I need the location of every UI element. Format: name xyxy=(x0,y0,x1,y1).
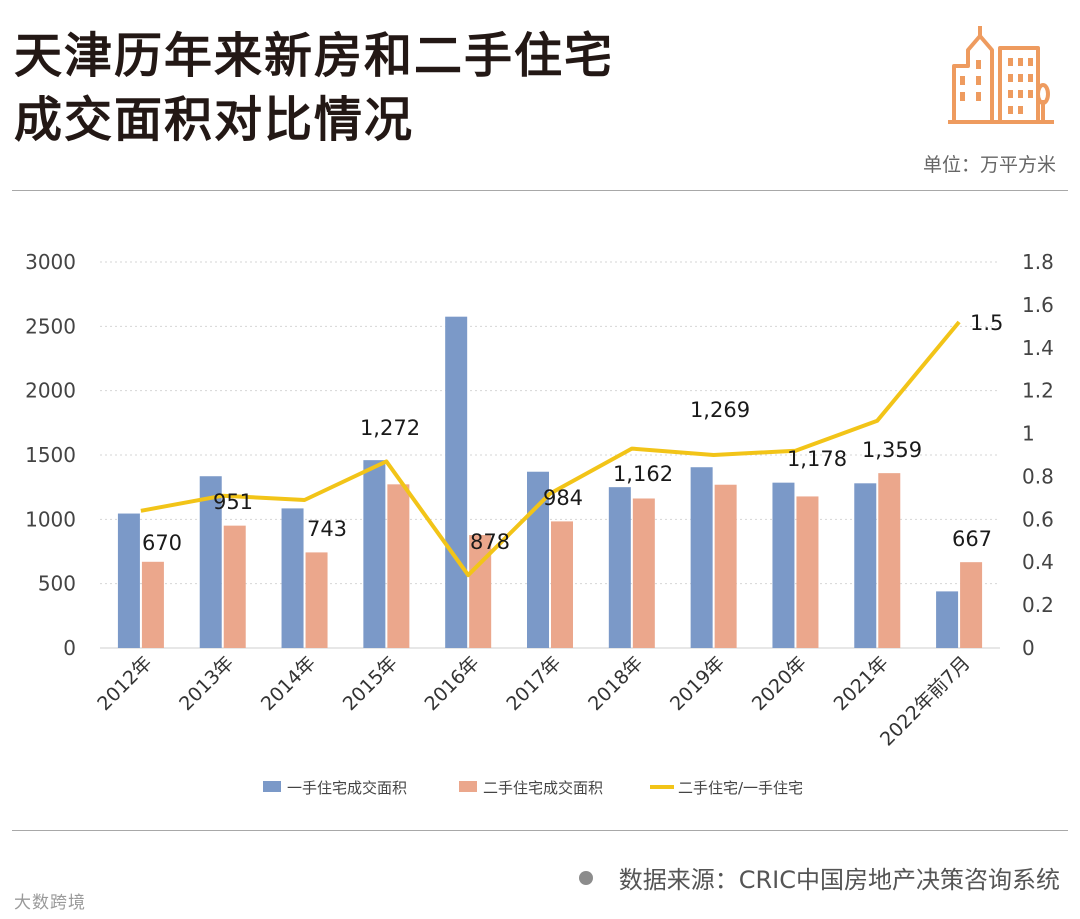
legend-swatch xyxy=(263,781,281,792)
legend-swatch xyxy=(459,781,477,792)
x-tick-label: 2015年 xyxy=(339,652,402,715)
bullet-icon xyxy=(578,870,593,885)
y-left-tick-label: 1500 xyxy=(25,443,76,467)
y-left-tick-label: 0 xyxy=(63,636,76,660)
data-label: 878 xyxy=(470,530,510,554)
bar-new-home xyxy=(608,487,631,648)
x-tick-label: 2019年 xyxy=(666,652,729,715)
ratio-end-label: 1.5 xyxy=(970,311,1003,335)
bar-second-hand xyxy=(223,525,246,648)
y-left-tick-label: 1000 xyxy=(25,507,76,531)
y-right-tick-label: 0.4 xyxy=(1022,550,1054,574)
chart: 0 500 1000 1500 2000 2500 3000 0 0.2 0.4 0.6 0.8 1 1.… xyxy=(25,250,1054,797)
data-label: 1,359 xyxy=(862,438,922,462)
y-left-tick-label: 500 xyxy=(38,572,76,596)
y-right-tick-label: 1.6 xyxy=(1022,293,1054,317)
data-label: 743 xyxy=(307,517,347,541)
bar-second-hand xyxy=(796,496,819,648)
building-icon xyxy=(948,26,1054,124)
y-right-tick-label: 1.8 xyxy=(1022,250,1054,274)
data-label: 1,269 xyxy=(690,398,750,422)
x-tick-label: 2021年 xyxy=(830,652,893,715)
bar-new-home xyxy=(281,508,304,648)
bar-second-hand xyxy=(551,521,573,648)
data-label: 951 xyxy=(213,490,253,514)
bar-new-home xyxy=(199,476,222,648)
legend-label: 一手住宅成交面积 xyxy=(287,779,407,797)
y-left-tick-label: 2500 xyxy=(25,314,76,338)
data-label: 984 xyxy=(543,486,583,510)
x-tick-label: 2014年 xyxy=(257,652,320,715)
page-title: 天津历年来新房和二手住宅 成交面积对比情况 xyxy=(14,24,614,152)
title-line-1: 天津历年来新房和二手住宅 xyxy=(14,28,615,84)
bar-new-home xyxy=(772,482,795,648)
y-right-tick-label: 1.2 xyxy=(1022,379,1054,403)
ratio-line xyxy=(140,320,961,578)
bar-new-home xyxy=(117,513,140,648)
bar-second-hand xyxy=(960,562,983,648)
data-label: 1,178 xyxy=(787,447,847,471)
legend-label: 二手住宅成交面积 xyxy=(483,779,603,797)
legend-label: 二手住宅/一手住宅 xyxy=(678,779,803,797)
bar-new-home xyxy=(690,467,713,648)
bar-new-home xyxy=(363,460,386,648)
y-right-tick-label: 1 xyxy=(1022,422,1035,446)
bar-second-hand xyxy=(387,484,410,648)
y-right-tick-label: 0.8 xyxy=(1022,464,1054,488)
x-tick-label: 2017年 xyxy=(502,652,565,715)
x-tick-label: 2013年 xyxy=(175,652,238,715)
source-note: 数据来源：CRIC中国房地产决策咨询系统 xyxy=(578,860,1060,895)
bar-second-hand xyxy=(305,552,328,648)
data-label: 1,272 xyxy=(360,416,420,440)
y-right-tick-label: 1.4 xyxy=(1022,336,1054,360)
data-label: 1,162 xyxy=(613,462,673,486)
x-tick-label: 2016年 xyxy=(421,652,484,715)
y-right-tick-label: 0 xyxy=(1022,636,1035,660)
y-right-tick-label: 0.2 xyxy=(1022,593,1054,617)
title-line-2: 成交面积对比情况 xyxy=(14,92,415,148)
bar-second-hand xyxy=(141,561,164,648)
y-right-tick-label: 0.6 xyxy=(1022,507,1054,531)
bar-second-hand xyxy=(878,473,901,648)
source-text: 数据来源：CRIC中国房地产决策咨询系统 xyxy=(618,866,1060,894)
bar-new-home xyxy=(854,483,877,648)
x-tick-label: 2020年 xyxy=(748,652,811,715)
bar-new-home xyxy=(445,316,468,648)
y-left-tick-label: 3000 xyxy=(25,250,76,274)
y-left-tick-label: 2000 xyxy=(25,379,76,403)
header-divider xyxy=(12,190,1068,191)
footer-divider xyxy=(12,830,1068,831)
x-tick-label: 2018年 xyxy=(584,652,647,715)
watermark-logo: 大数跨境 xyxy=(14,893,86,913)
unit-label: 单位：万平方米 xyxy=(922,154,1056,176)
data-label: 670 xyxy=(142,531,182,555)
data-label: 667 xyxy=(952,527,992,551)
x-tick-label: 2012年 xyxy=(93,652,156,715)
bar-second-hand xyxy=(714,484,737,648)
bar-new-home xyxy=(936,591,959,648)
bar-second-hand xyxy=(632,498,655,648)
bar-second-hand xyxy=(469,535,492,648)
bar-new-home xyxy=(527,471,549,648)
